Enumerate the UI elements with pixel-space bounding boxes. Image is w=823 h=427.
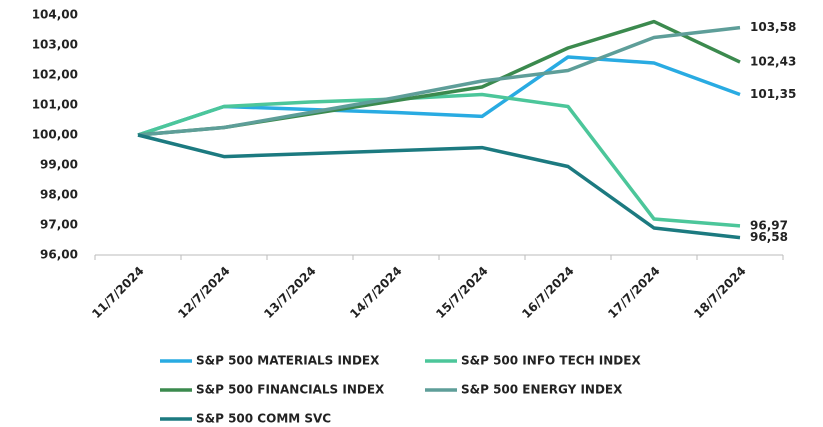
legend-label: S&P 500 MATERIALS INDEX [196,354,380,368]
data-label: 96,58 [750,230,788,244]
data-label: 102,43 [750,55,796,69]
y-tick-label: 104,00 [32,8,78,22]
y-tick-label: 103,00 [32,38,78,52]
y-tick-label: 101,00 [32,98,78,112]
y-tick-label: 102,00 [32,68,78,82]
x-tick-label: 17/7/2024 [605,264,662,321]
y-tick-label: 97,00 [40,218,78,232]
y-tick-label: 100,00 [32,128,78,142]
legend-label: S&P 500 COMM SVC [196,412,331,426]
legend-label: S&P 500 FINANCIALS INDEX [196,383,385,397]
x-tick-label: 16/7/2024 [519,264,576,321]
x-tick-label: 11/7/2024 [89,264,146,321]
series-line [137,133,741,240]
legend-label: S&P 500 ENERGY INDEX [461,383,623,397]
series-line [137,92,741,228]
y-tick-label: 96,00 [40,248,78,262]
data-label: 101,35 [750,87,796,101]
x-tick-label: 13/7/2024 [261,264,318,321]
y-tick-label: 98,00 [40,188,78,202]
x-tick-label: 15/7/2024 [433,264,490,321]
data-label: 96,97 [750,218,788,232]
x-tick-label: 18/7/2024 [691,264,748,321]
y-tick-label: 99,00 [40,158,78,172]
x-tick-label: 14/7/2024 [347,264,404,321]
series-line [137,25,741,137]
legend-label: S&P 500 INFO TECH INDEX [461,354,641,368]
x-tick-label: 12/7/2024 [175,264,232,321]
data-label: 103,58 [750,20,796,34]
